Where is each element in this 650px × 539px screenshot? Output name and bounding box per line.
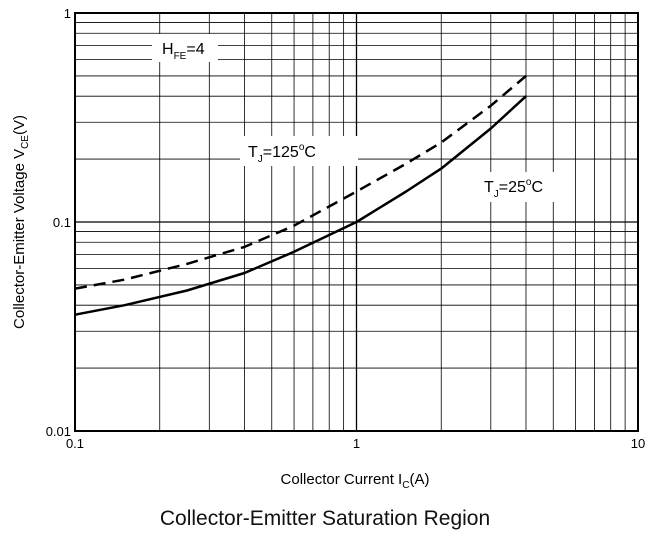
tj125-degree: o xyxy=(299,142,305,153)
x-tick-label: 1 xyxy=(353,436,360,451)
y-axis-label-text: Collector-Emitter Voltage V xyxy=(11,149,28,329)
y-axis-label-sub: CE xyxy=(20,135,31,149)
x-tick-label: 0.1 xyxy=(66,436,84,451)
tj125-main: T xyxy=(248,144,258,161)
chart-caption: Collector-Emitter Saturation Region xyxy=(159,507,491,530)
y-axis-label-unit: (V) xyxy=(11,115,28,135)
series-line-tj25 xyxy=(74,95,527,316)
tj25-label-background xyxy=(478,172,564,202)
hfe-rest: =4 xyxy=(186,41,204,58)
tj25-rest: =25 xyxy=(499,179,526,196)
tj25-main: T xyxy=(484,179,494,196)
tj25-sub: J xyxy=(494,189,499,200)
tj25-annotation: TJ=25oC xyxy=(484,177,543,200)
hfe-main: H xyxy=(162,41,174,58)
grid-lines xyxy=(75,13,638,431)
tj125-rest: =125 xyxy=(263,144,299,161)
tj125-unit: C xyxy=(304,144,316,161)
x-axis-label-unit: (A) xyxy=(409,471,429,488)
x-tick-label: 10 xyxy=(631,436,645,451)
plot-frame xyxy=(74,12,639,432)
tj125-annotation: TJ=125oC xyxy=(248,142,316,165)
tick-labels: 0.1 1 100.010.11 xyxy=(46,6,646,451)
tj125-sub: J xyxy=(258,154,263,165)
y-axis-label: Collector-Emitter Voltage VCE(V) xyxy=(11,115,31,329)
tj25-unit: C xyxy=(531,179,543,196)
hfe-sub: FE xyxy=(174,51,187,62)
hfe-annotation: HFE=4 xyxy=(162,41,205,62)
x-axis-label-text: Collector Current I xyxy=(281,471,403,488)
tj25-degree: o xyxy=(526,177,532,188)
x-axis-label: Collector Current IC(A) xyxy=(281,471,430,491)
x-axis-label-sub: C xyxy=(402,480,409,491)
y-tick-label: 0.1 xyxy=(53,215,71,230)
hfe-label-background xyxy=(152,34,218,62)
series-line-tj125 xyxy=(74,74,527,290)
tj125-label-background xyxy=(240,136,358,166)
y-tick-label: 0.01 xyxy=(46,424,71,439)
series-layer xyxy=(74,74,527,316)
y-tick-label: 1 xyxy=(64,6,71,21)
